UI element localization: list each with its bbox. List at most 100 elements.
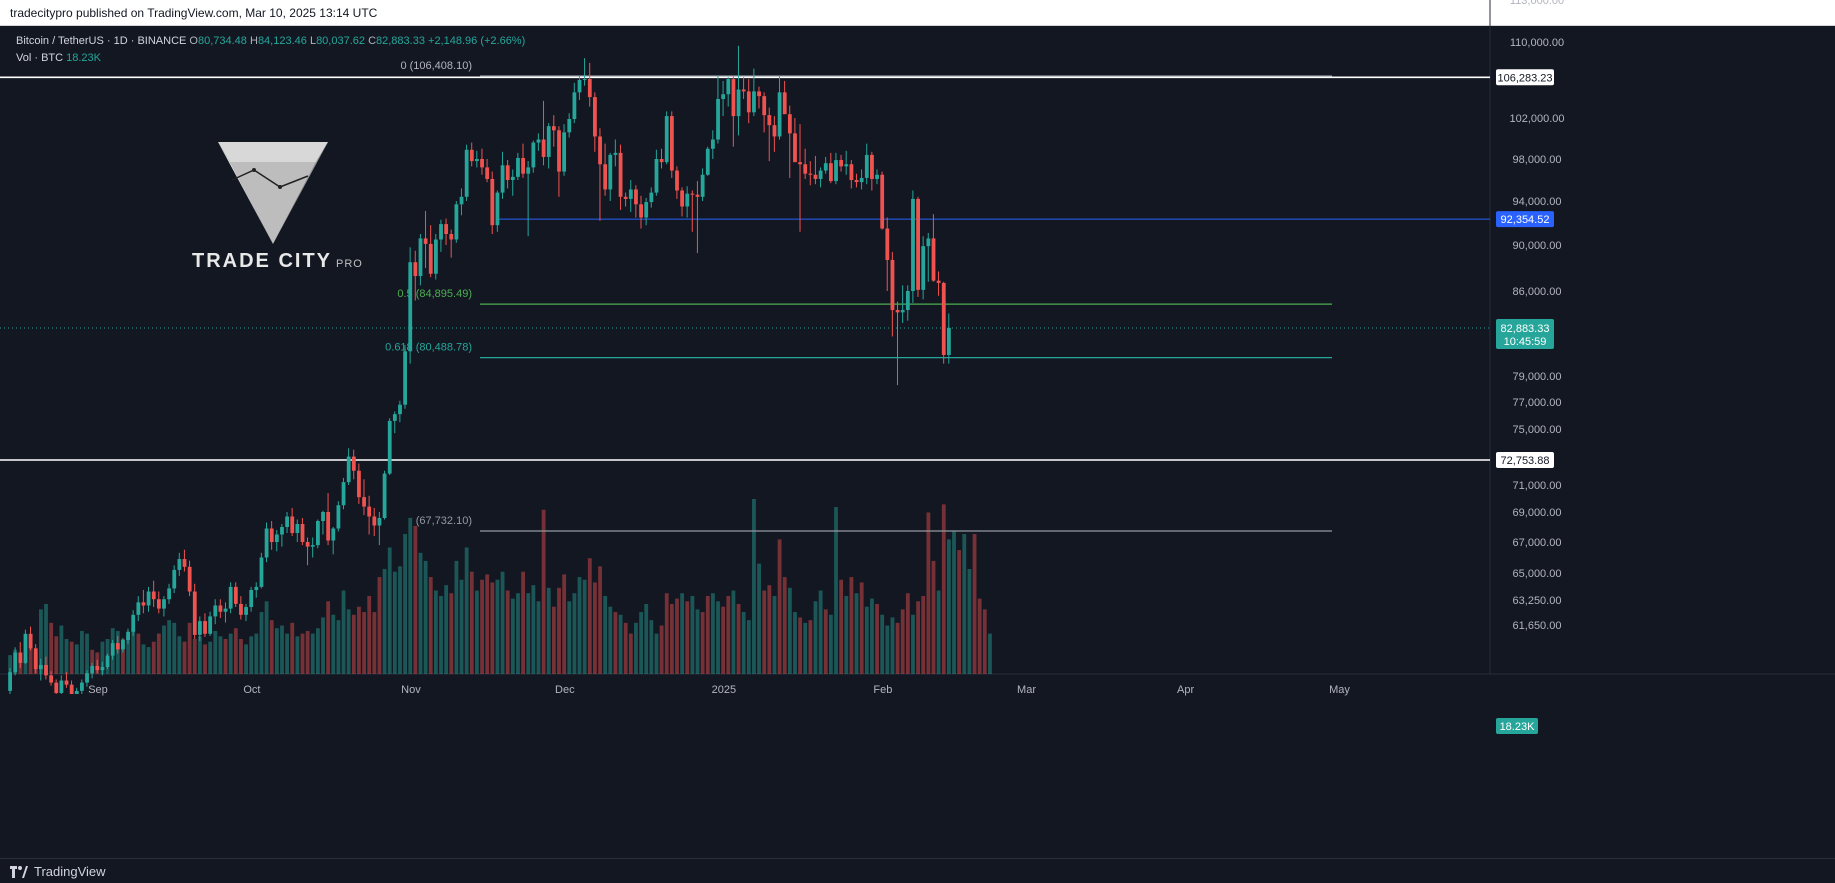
volume-bar [716, 601, 720, 674]
candle-body [593, 97, 597, 137]
volume-bar [485, 574, 490, 674]
volume-bar [690, 595, 695, 674]
volume-bar [198, 636, 202, 674]
x-tick-label: Feb [873, 684, 892, 696]
candle-body [33, 648, 38, 670]
close-value: 82,883.33 [376, 35, 425, 47]
volume-bar [177, 636, 182, 674]
volume-bar [187, 622, 192, 674]
tradingview-logo[interactable]: TradingView [10, 864, 106, 879]
candle-body [746, 91, 751, 113]
trade-city-logo-icon [218, 142, 328, 244]
y-tick-label: 86,000.00 [1513, 286, 1562, 298]
candle-body [659, 159, 664, 163]
y-tick-label: 67,000.00 [1513, 537, 1562, 549]
candle-body [469, 149, 474, 162]
volume-bar [536, 601, 541, 674]
volume-bar [74, 644, 79, 674]
candle-body [946, 327, 951, 355]
volume-bar [952, 531, 956, 674]
level-price-label: 106,283.23 [1497, 72, 1552, 84]
volume-bar [377, 577, 382, 674]
publish-text: tradecitypro published on TradingView.co… [10, 6, 378, 20]
candle-body [582, 79, 587, 81]
x-tick-label: Oct [243, 684, 260, 696]
volume-bar [182, 641, 187, 674]
candle-body [895, 309, 900, 313]
volume-bar [162, 625, 166, 674]
level-price-tag [1496, 451, 1554, 468]
volume-bar [233, 628, 238, 674]
volume-bar [392, 571, 397, 674]
ohlc-row: Bitcoin / TetherUS · 1D · BINANCE O80,73… [16, 33, 525, 50]
fib-level-label: (67,732.10) [416, 515, 472, 527]
candle-body [916, 198, 921, 290]
volume-bar [382, 569, 387, 674]
volume-bar [859, 582, 864, 674]
volume-bar [829, 614, 833, 674]
candle-body [64, 680, 69, 685]
publish-header: tradecitypro published on TradingView.co… [0, 0, 1835, 26]
x-tick-label: Dec [555, 684, 575, 696]
volume-bar [834, 507, 838, 674]
candle-body [695, 194, 700, 197]
candle-body [300, 524, 305, 542]
candle-body [367, 506, 372, 517]
volume-bar [864, 606, 869, 674]
candle-body [854, 180, 859, 183]
volume-bar [967, 569, 972, 674]
volume-bar [510, 598, 515, 674]
volume-bar [680, 593, 685, 674]
volume-bar [295, 636, 300, 674]
trade-city-watermark: TRADE CITY PRO [192, 250, 363, 273]
candle-body [500, 165, 505, 193]
volume-bar [870, 598, 874, 674]
candle-body [398, 404, 402, 415]
candle-body [926, 238, 931, 247]
candle-body [680, 190, 685, 207]
y-tick-label: 113,000.00 [1510, 0, 1564, 7]
y-tick-label: 63,250.00 [1513, 595, 1562, 607]
volume-tag [1496, 718, 1538, 734]
candle-body [131, 614, 136, 632]
volume-bar [310, 633, 315, 674]
candle-body [567, 119, 572, 133]
candle-body [223, 608, 228, 612]
candle-body [151, 591, 156, 600]
candle-body [449, 234, 454, 240]
candle-body [551, 126, 556, 131]
volume-bar [572, 593, 577, 674]
candle-body [890, 259, 895, 310]
candle-body [880, 174, 885, 229]
level-price-tag [1496, 211, 1554, 228]
volume-bar [131, 628, 136, 674]
volume-bar [521, 571, 525, 674]
y-tick-label: 79,000.00 [1513, 371, 1562, 383]
candle-body [818, 170, 823, 179]
low-label: L [309, 35, 317, 47]
volume-bar [531, 585, 536, 674]
y-tick-label: 90,000.00 [1513, 240, 1562, 252]
candle-body [233, 586, 238, 604]
candle-body [331, 528, 336, 541]
volume-bar [613, 612, 618, 674]
volume-bar [336, 620, 341, 674]
volume-label[interactable]: Vol · BTC [16, 52, 64, 64]
close-label: C [368, 35, 377, 47]
symbol-name[interactable]: Bitcoin / TetherUS · 1D · BINANCE [16, 35, 187, 47]
candle-body [572, 92, 577, 120]
candle-body [767, 115, 772, 126]
candle-body [685, 193, 690, 207]
candle-body [793, 133, 797, 163]
volume-bar [244, 644, 248, 674]
volume-bar [351, 614, 356, 674]
volume-bar [905, 593, 910, 674]
candle-body [577, 80, 582, 93]
candle-body [49, 675, 54, 683]
price-chart[interactable]: 113,000.00 110,000.00 102,000.00 98,000.00 9… [0, 0, 1835, 832]
candle-body [716, 99, 720, 140]
volume-bar [403, 534, 408, 674]
candle-body [864, 154, 869, 178]
candle-body [464, 149, 469, 197]
x-tick-label: Nov [401, 684, 421, 696]
